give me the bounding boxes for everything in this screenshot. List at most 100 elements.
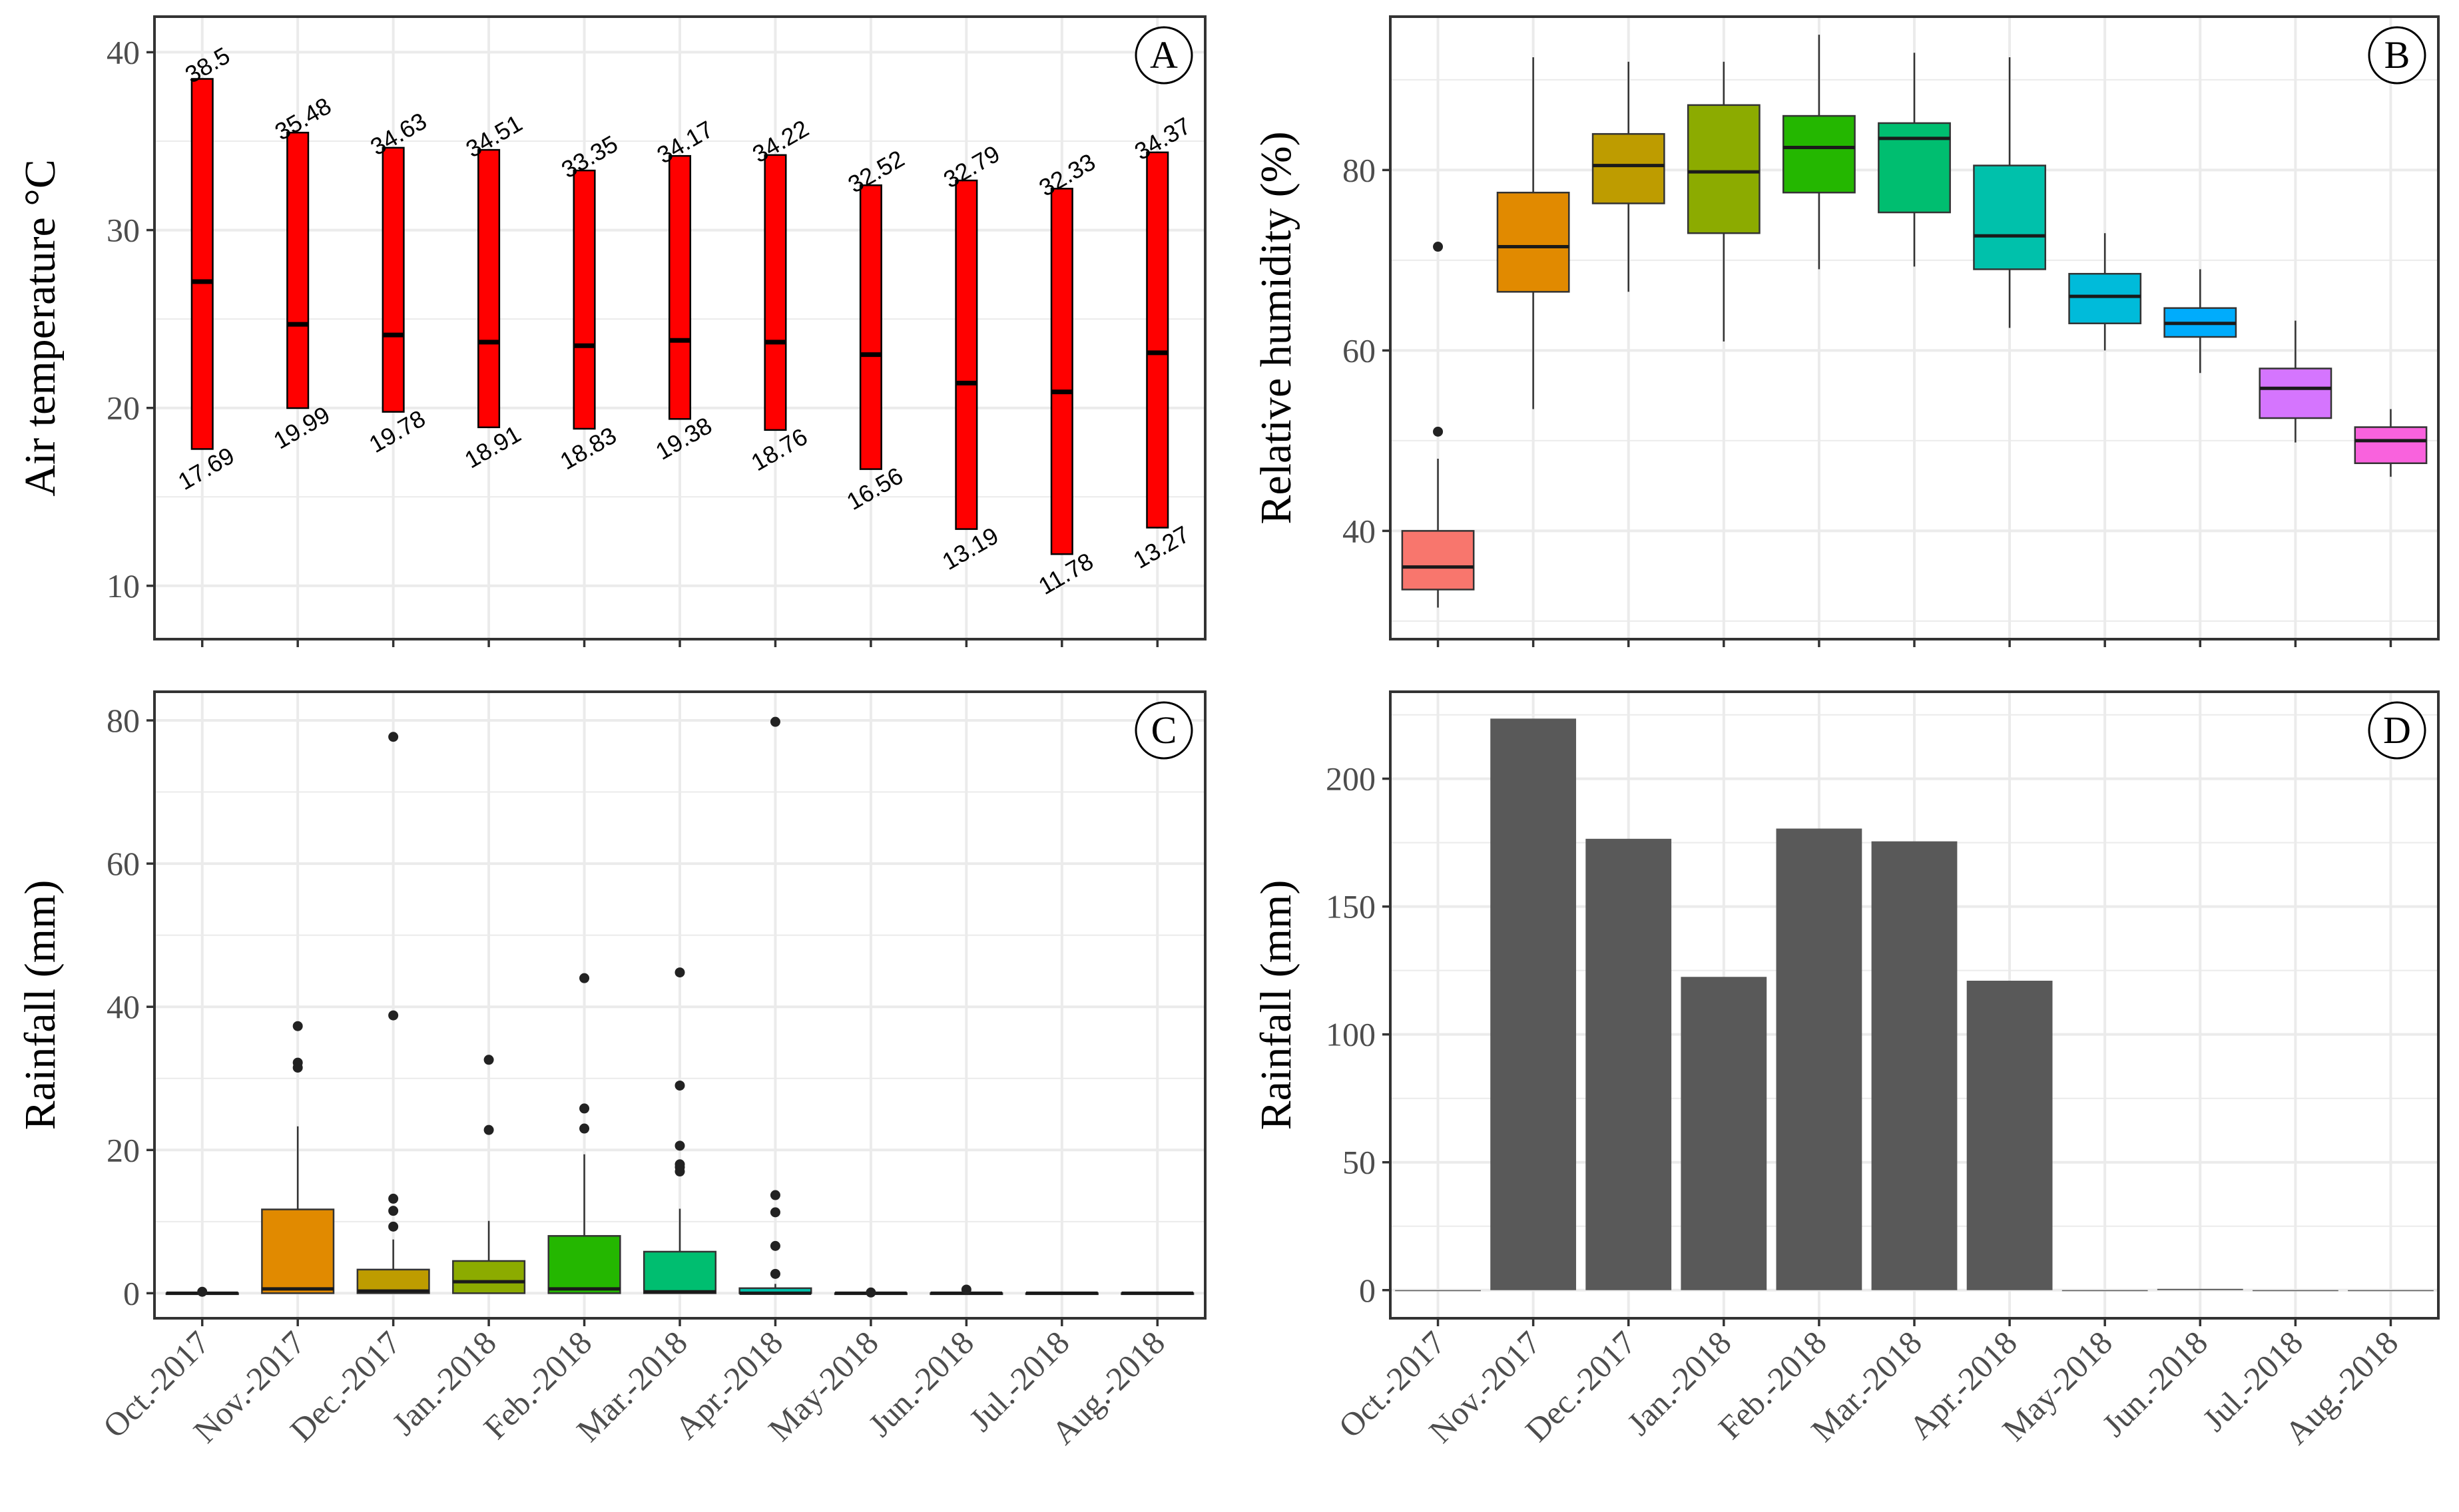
- box: [643, 1250, 717, 1294]
- outlier-point: [770, 1268, 780, 1279]
- bar: [1585, 838, 1672, 1290]
- bar: [2252, 1290, 2338, 1292]
- panel-letter-circle: [2368, 26, 2426, 85]
- box: [1973, 164, 2047, 270]
- range-bar: [382, 146, 405, 413]
- panel-A: 38.517.6935.4819.9934.6319.7834.5118.913…: [16, 15, 1207, 647]
- outlier-point: [388, 1206, 399, 1216]
- box: [1496, 191, 1570, 293]
- range-bar: [764, 154, 787, 431]
- panel-B: 40 60 80 Relative humidity (%) B: [1252, 15, 2440, 647]
- y-axis-title: Rainfall (mm): [16, 880, 65, 1131]
- marks-D: [1395, 718, 2434, 1292]
- panel-letter-circle: [1135, 26, 1193, 85]
- bar: [2348, 1290, 2434, 1292]
- range-bar: [477, 148, 501, 429]
- outlier-point: [961, 1284, 971, 1295]
- box: [261, 1208, 335, 1294]
- y-axis-title: Air temperature °C: [16, 159, 65, 497]
- bar: [1490, 718, 1577, 1290]
- bar: [1776, 828, 1862, 1290]
- outlier-point: [770, 1240, 780, 1251]
- y-tick-label: 50: [1342, 1144, 1376, 1181]
- marks-C: [165, 716, 1195, 1298]
- y-tick-label: 20: [107, 1131, 140, 1168]
- box: [1878, 122, 1951, 214]
- y-tick-label: 60: [107, 845, 140, 882]
- x-tick-label: Jun.-2018: [861, 1324, 981, 1443]
- outlier-point: [292, 1057, 303, 1068]
- box: [2068, 272, 2142, 324]
- y-tick-label: 100: [1326, 1016, 1376, 1053]
- outlier-point: [579, 1103, 590, 1114]
- y-tick-label: 80: [1342, 151, 1376, 188]
- panel-letter: C: [1151, 708, 1177, 752]
- panel-C: 020406080Oct.-2017Nov.-2017Dec.-2017Jan.…: [16, 690, 1207, 1451]
- box: [356, 1268, 430, 1294]
- bar: [1871, 841, 1958, 1290]
- box: [2259, 368, 2332, 419]
- y-tick-label: 0: [123, 1274, 140, 1312]
- box: [1401, 530, 1475, 591]
- bar: [2157, 1288, 2243, 1290]
- range-bar: [1050, 188, 1073, 555]
- outlier-point: [866, 1287, 876, 1298]
- bar: [1681, 977, 1767, 1290]
- y-axis-title: Relative humidity (%): [1252, 131, 1300, 524]
- panel-letter-circle: [1135, 701, 1193, 760]
- bar: [1966, 981, 2053, 1290]
- range-bar: [190, 78, 214, 450]
- y-tick-label: 10: [107, 567, 140, 605]
- marks-B: [1401, 35, 2428, 608]
- outlier-point: [579, 1123, 590, 1134]
- y-tick-label: 20: [107, 389, 140, 427]
- range-bar: [286, 131, 310, 409]
- outlier-point: [770, 716, 780, 727]
- range-bar: [955, 179, 978, 530]
- panel-letter: D: [2383, 708, 2411, 752]
- range-bar: [859, 184, 882, 470]
- y-tick-label: 60: [1342, 332, 1376, 369]
- panel-letter: A: [1150, 33, 1178, 77]
- outlier-point: [1433, 242, 1444, 252]
- outlier-point: [388, 1221, 399, 1232]
- range-bar: [573, 169, 596, 430]
- outlier-point: [292, 1021, 303, 1031]
- range-bar: [668, 154, 692, 420]
- y-tick-label: 0: [1359, 1272, 1376, 1309]
- outlier-point: [388, 1010, 399, 1021]
- range-bar: [1146, 151, 1169, 529]
- x-tick-label: Jun.-2018: [2095, 1324, 2215, 1443]
- panel-letter-circle: [2368, 701, 2426, 760]
- box: [1687, 104, 1761, 234]
- box: [2354, 426, 2428, 465]
- y-tick-label: 40: [107, 33, 140, 71]
- outlier-point: [770, 1207, 780, 1218]
- box: [1591, 132, 1665, 204]
- outlier-point: [675, 1159, 685, 1170]
- outlier-point: [770, 1190, 780, 1200]
- outlier-point: [579, 973, 590, 983]
- outlier-point: [675, 967, 685, 978]
- box: [452, 1260, 526, 1294]
- y-tick-label: 80: [107, 702, 140, 739]
- bar: [2061, 1290, 2148, 1292]
- outlier-point: [675, 1140, 685, 1151]
- outlier-point: [483, 1055, 494, 1065]
- outlier-point: [483, 1125, 494, 1135]
- y-axis-title: Rainfall (mm): [1252, 880, 1300, 1131]
- y-tick-label: 200: [1326, 760, 1376, 798]
- panel-letter: B: [2384, 33, 2410, 77]
- box: [1782, 115, 1856, 194]
- y-tick-label: 30: [107, 212, 140, 249]
- y-tick-label: 150: [1326, 888, 1376, 925]
- outlier-point: [197, 1286, 208, 1297]
- panel-D: 050100150200Oct.-2017Nov.-2017Dec.-2017J…: [1252, 690, 2440, 1451]
- y-tick-label: 40: [107, 988, 140, 1025]
- outlier-point: [388, 1193, 399, 1204]
- outlier-point: [1433, 426, 1444, 437]
- y-tick-label: 40: [1342, 512, 1376, 549]
- outlier-point: [675, 1080, 685, 1091]
- outlier-point: [388, 732, 399, 742]
